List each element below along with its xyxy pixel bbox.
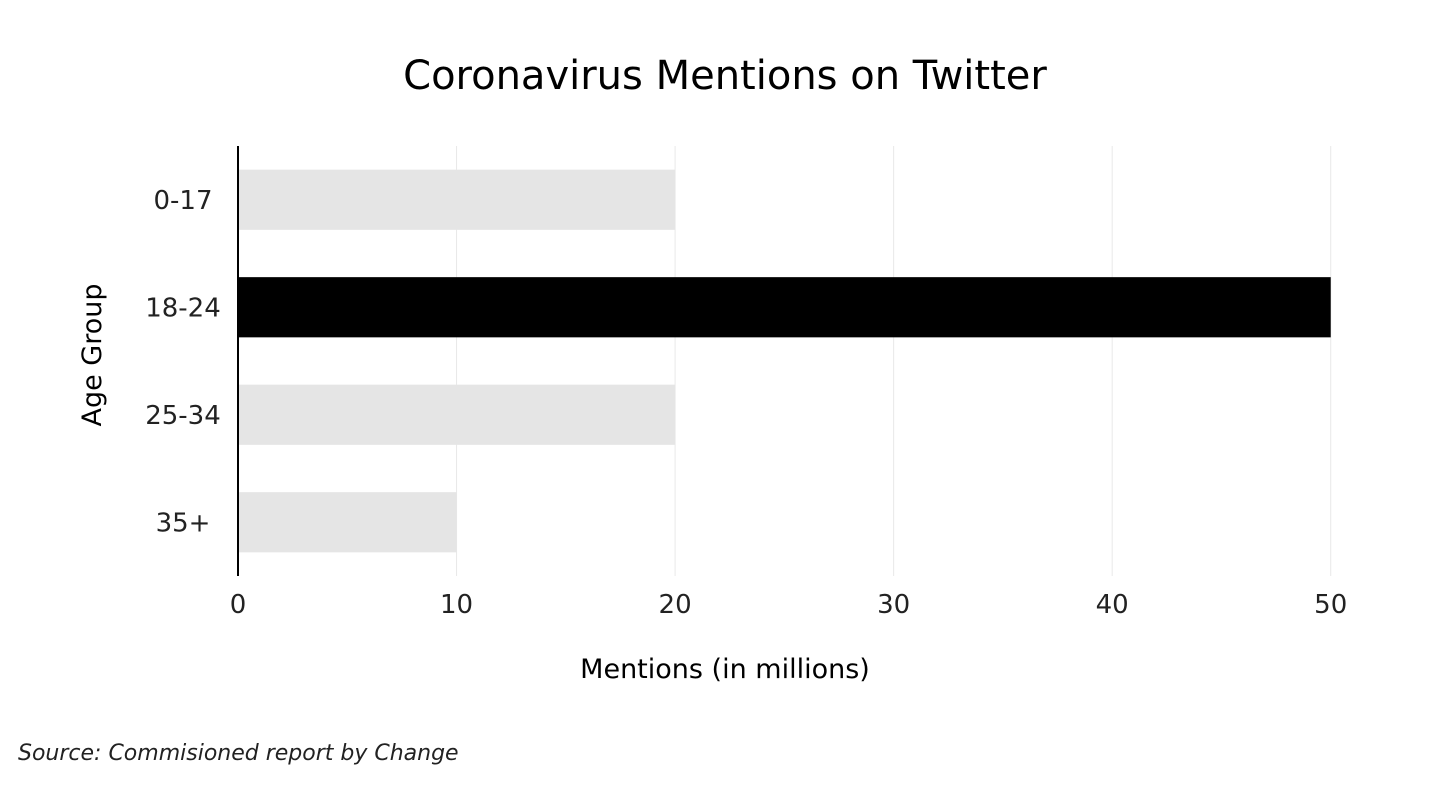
- bar-18-24: [238, 277, 1331, 338]
- x-tick-label: 50: [1314, 590, 1347, 620]
- x-tick-label: 10: [440, 590, 473, 620]
- y-tick-label: 0-17: [153, 186, 212, 216]
- bar-0-17: [238, 169, 676, 230]
- x-tick-label: 40: [1096, 590, 1129, 620]
- x-tick-label: 30: [877, 590, 910, 620]
- y-tick-labels: 0-17 18-24 25-34 35+: [145, 186, 221, 539]
- y-tick-label: 18-24: [145, 293, 221, 323]
- bar-25-34: [238, 384, 676, 445]
- source-note: Source: Commisioned report by Change: [18, 741, 459, 766]
- y-tick-label: 25-34: [145, 401, 221, 431]
- x-tick-labels: 0 10 20 30 40 50: [230, 590, 1348, 620]
- bars: [238, 169, 1331, 553]
- bar-35+: [238, 492, 457, 553]
- x-tick-label: 0: [230, 590, 247, 620]
- x-tick-label: 20: [659, 590, 692, 620]
- y-tick-label: 35+: [156, 508, 211, 538]
- x-axis-label: Mentions (in millions): [580, 654, 870, 685]
- chart-title: Coronavirus Mentions on Twitter: [403, 53, 1047, 99]
- y-axis-label: Age Group: [77, 283, 108, 426]
